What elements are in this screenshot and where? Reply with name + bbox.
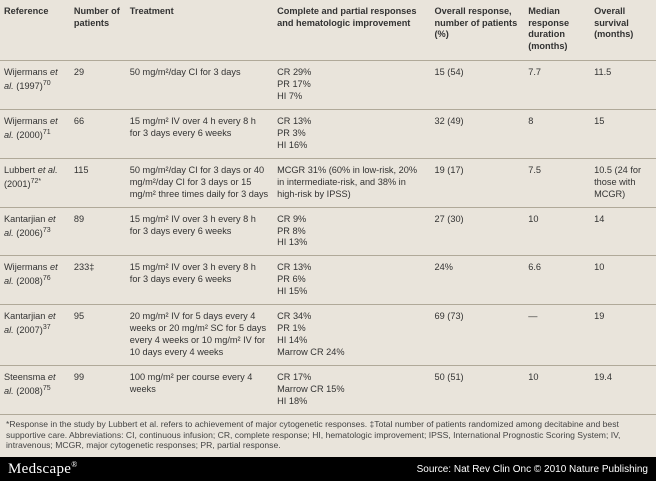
clinical-table-container: Reference Number of patients Treatment C… [0, 0, 656, 457]
cell-treatment: 15 mg/m² IV over 4 h every 8 h for 3 day… [126, 109, 273, 158]
cell-responses: CR 34% PR 1% HI 14% Marrow CR 24% [273, 305, 430, 366]
cell-responses: CR 13% PR 6% HI 15% [273, 256, 430, 305]
cell-survival: 10.5 (24 for those with MCGR) [590, 158, 656, 207]
col-survival: Overall survival (months) [590, 0, 656, 61]
table-row: Steensma et al. (2008)7599100 mg/m² per … [0, 366, 656, 415]
cell-reference: Kantarjian et al. (2006)73 [0, 207, 70, 256]
col-patients: Number of patients [70, 0, 126, 61]
cell-responses: CR 13% PR 3% HI 16% [273, 109, 430, 158]
cell-reference: Lubbert et al. (2001)72* [0, 158, 70, 207]
table-row: Kantarjian et al. (2007)379520 mg/m² IV … [0, 305, 656, 366]
cell-n: 99 [70, 366, 126, 415]
cell-reference: Wijermans et al. (2000)71 [0, 109, 70, 158]
cell-responses: CR 9% PR 8% HI 13% [273, 207, 430, 256]
cell-n: 115 [70, 158, 126, 207]
cell-n: 233‡ [70, 256, 126, 305]
cell-overall-response: 19 (17) [431, 158, 525, 207]
cell-treatment: 50 mg/m²/day CI for 3 days or 40 mg/m²/d… [126, 158, 273, 207]
table-footnote: *Response in the study by Lubbert et al.… [0, 415, 656, 457]
cell-reference: Wijermans et al. (1997)70 [0, 61, 70, 110]
table-row: Lubbert et al. (2001)72*11550 mg/m²/day … [0, 158, 656, 207]
table-row: Wijermans et al. (1997)702950 mg/m²/day … [0, 61, 656, 110]
cell-duration: 6.6 [524, 256, 590, 305]
cell-treatment: 50 mg/m²/day CI for 3 days [126, 61, 273, 110]
cell-n: 89 [70, 207, 126, 256]
cell-treatment: 15 mg/m² IV over 3 h every 8 h for 3 day… [126, 256, 273, 305]
cell-overall-response: 24% [431, 256, 525, 305]
cell-n: 95 [70, 305, 126, 366]
table-body: Wijermans et al. (1997)702950 mg/m²/day … [0, 61, 656, 415]
brand-text: Medscape [8, 461, 71, 477]
cell-reference: Kantarjian et al. (2007)37 [0, 305, 70, 366]
cell-responses: CR 17% Marrow CR 15% HI 18% [273, 366, 430, 415]
source-text: Source: Nat Rev Clin Onc © 2010 Nature P… [417, 464, 648, 475]
cell-duration: 10 [524, 366, 590, 415]
brand-logo: Medscape® [8, 460, 78, 478]
cell-survival: 11.5 [590, 61, 656, 110]
cell-overall-response: 32 (49) [431, 109, 525, 158]
cell-reference: Steensma et al. (2008)75 [0, 366, 70, 415]
cell-duration: — [524, 305, 590, 366]
cell-duration: 8 [524, 109, 590, 158]
cell-treatment: 20 mg/m² IV for 5 days every 4 weeks or … [126, 305, 273, 366]
cell-survival: 19.4 [590, 366, 656, 415]
cell-duration: 10 [524, 207, 590, 256]
cell-treatment: 15 mg/m² IV over 3 h every 8 h for 3 day… [126, 207, 273, 256]
cell-n: 66 [70, 109, 126, 158]
table-row: Kantarjian et al. (2006)738915 mg/m² IV … [0, 207, 656, 256]
cell-duration: 7.7 [524, 61, 590, 110]
cell-overall-response: 50 (51) [431, 366, 525, 415]
registered-mark: ® [71, 460, 77, 469]
clinical-table: Reference Number of patients Treatment C… [0, 0, 656, 415]
cell-duration: 7.5 [524, 158, 590, 207]
cell-overall-response: 15 (54) [431, 61, 525, 110]
col-reference: Reference [0, 0, 70, 61]
cell-responses: MCGR 31% (60% in low-risk, 20% in interm… [273, 158, 430, 207]
cell-n: 29 [70, 61, 126, 110]
cell-responses: CR 29% PR 17% HI 7% [273, 61, 430, 110]
cell-treatment: 100 mg/m² per course every 4 weeks [126, 366, 273, 415]
cell-overall-response: 27 (30) [431, 207, 525, 256]
cell-overall-response: 69 (73) [431, 305, 525, 366]
cell-reference: Wijermans et al. (2008)76 [0, 256, 70, 305]
cell-survival: 15 [590, 109, 656, 158]
footer-bar: Medscape® Source: Nat Rev Clin Onc © 201… [0, 457, 656, 481]
table-row: Wijermans et al. (2000)716615 mg/m² IV o… [0, 109, 656, 158]
cell-survival: 10 [590, 256, 656, 305]
col-treatment: Treatment [126, 0, 273, 61]
header-row: Reference Number of patients Treatment C… [0, 0, 656, 61]
col-overall-response: Overall response, number of patients (%) [431, 0, 525, 61]
col-responses: Complete and partial responses and hemat… [273, 0, 430, 61]
col-duration: Median response duration (months) [524, 0, 590, 61]
cell-survival: 14 [590, 207, 656, 256]
table-row: Wijermans et al. (2008)76233‡15 mg/m² IV… [0, 256, 656, 305]
cell-survival: 19 [590, 305, 656, 366]
